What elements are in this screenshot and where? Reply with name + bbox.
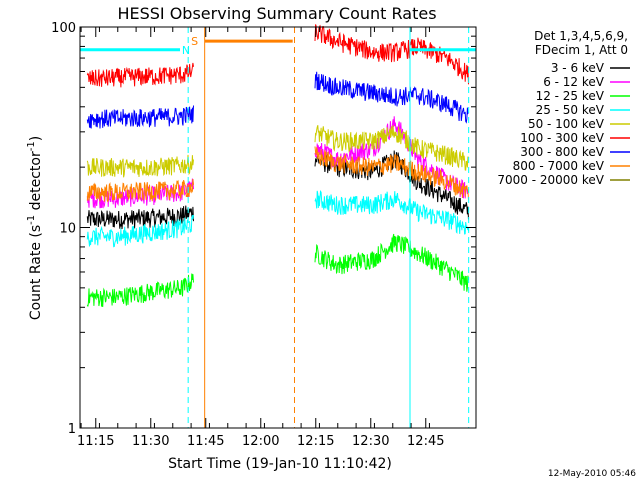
plot-area: NS [79,24,476,428]
legend-label-2: 12 - 25 keV [536,89,605,103]
night-flag-label: N [182,44,190,57]
x-axis-label: Start Time (19-Jan-10 11:10:42) [168,456,392,472]
x-tick-label-0: 11:15 [77,434,114,449]
x-tick-label-4: 12:15 [297,434,334,449]
legend-label-3: 25 - 50 keV [536,103,605,117]
x-tick-label-2: 11:45 [187,434,224,449]
series-line-5-seg-0 [86,62,194,88]
series-line-4-seg-1 [314,125,469,171]
series-line-2-seg-0 [86,273,194,308]
legend-header-decim: FDecim 1, Att 0 [535,43,628,57]
legend-label-6: 300 - 800 keV [520,145,604,159]
legend-label-7: 800 - 7000 keV [513,159,605,173]
y-axis-label: Count Rate (s-1 detector-1) [26,136,44,320]
series-line-2-seg-1 [314,233,469,292]
series-line-6-seg-1 [314,71,469,124]
series-line-6-seg-0 [86,105,194,129]
series-line-7-seg-1 [314,146,469,201]
x-tick-label-1: 11:30 [132,434,169,449]
chart-title: HESSI Observing Summary Count Rates [117,4,436,23]
x-tick-label-6: 12:45 [407,434,444,449]
legend-header-detectors: Det 1,3,4,5,6,9, [534,29,628,43]
x-tick-label-3: 12:00 [242,434,279,449]
series-line-3-seg-0 [86,214,194,248]
legend-label-1: 6 - 12 keV [543,75,605,89]
legend: Det 1,3,4,5,6,9, FDecim 1, Att 0 3 - 6 k… [497,29,630,187]
y-tick-label-1: 10 [59,222,76,237]
x-tick-label-5: 12:30 [352,434,389,449]
legend-label-8: 7000 - 20000 keV [497,173,604,187]
legend-label-0: 3 - 6 keV [551,61,605,75]
series-line-4-seg-0 [86,154,194,178]
series-line-5-seg-1 [314,24,469,85]
axis-layer: 1 10 100 11:15 11:30 11:45 12:00 12:15 12:30 12:4… [51,21,476,449]
series-line-7-seg-0 [86,178,194,203]
legend-label-5: 100 - 300 keV [520,131,604,145]
series-line-3-seg-1 [314,190,469,235]
footer-date: 12-May-2010 05:46 [548,469,636,479]
y-tick-label-0: 1 [68,422,76,437]
attenuator-flag-label: S [191,35,198,48]
legend-label-4: 50 - 100 keV [528,117,605,131]
y-tick-label-2: 100 [51,21,76,36]
